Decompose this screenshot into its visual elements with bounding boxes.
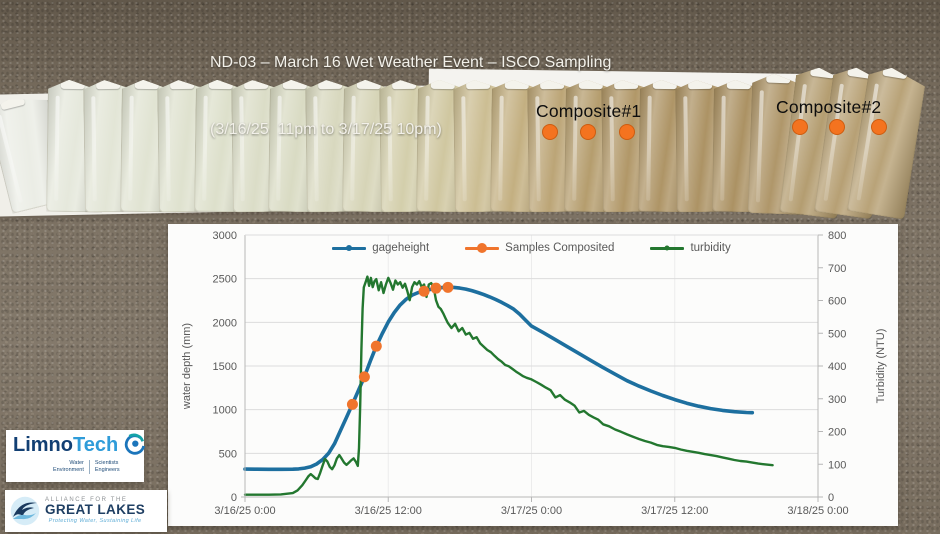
limnotech-tag-water: Water: [69, 460, 84, 466]
y-left-axis-title: water depth (mm): [181, 323, 193, 410]
sample-point: [442, 281, 454, 293]
page-title: ND-03 – March 16 Wet Weather Event – ISC…: [210, 7, 611, 186]
legend-item-turbidity: turbidity: [650, 242, 731, 254]
y-left-tick-label: 2000: [213, 317, 237, 329]
sample-point: [358, 371, 370, 383]
alliance-great-lakes-logo: ALLIANCE FOR THE GREAT LAKES Protecting …: [5, 490, 167, 532]
bottle-cap-icon: [135, 77, 159, 89]
bottle-highlight: [54, 96, 59, 202]
limnotech-swoosh-icon: [121, 433, 146, 457]
limnotech-tag-scientists: Scientists: [94, 460, 119, 466]
bottle-highlight: [646, 96, 651, 202]
bottle-highlight: [91, 96, 96, 202]
composited-sample-dot: [829, 119, 845, 135]
legend-item-gageheight: gageheight: [332, 242, 429, 254]
legend-swatch-icon: [332, 245, 367, 251]
chart-legend: gageheight Samples Composited turbidity: [245, 242, 818, 254]
y-right-tick-label: 700: [828, 263, 846, 275]
limnotech-tagline: Water Environment Scientists Engineers: [53, 460, 144, 475]
bottle-highlight: [165, 96, 170, 202]
y-right-axis-title: Turbidity (NTU): [875, 329, 887, 404]
limnotech-name-light: Tech: [73, 433, 119, 456]
limnotech-name-dark: Limno: [13, 433, 73, 456]
y-left-tick-label: 500: [219, 448, 237, 460]
bottle-highlight: [683, 96, 688, 202]
y-right-tick-label: 400: [828, 361, 846, 373]
alliance-wave-icon: [10, 496, 40, 526]
x-tick-label: 3/18/25 0:00: [787, 505, 848, 517]
chart-panel: 0 500 1000 1500 2000 2500 3000 0 100 200 300 400 500…: [168, 224, 898, 526]
y-right-tick-label: 500: [828, 328, 846, 340]
limnotech-tag-divider: [88, 460, 90, 475]
x-tick-label: 3/17/25 0:00: [501, 505, 562, 517]
alliance-tagline: Protecting Water, Sustaining Life: [48, 518, 142, 525]
title-line-2: (3/16/25 11pm to 3/17/25 10pm): [210, 120, 442, 138]
limnotech-wordmark: Limno Tech: [13, 433, 146, 457]
legend-item-samples-composited: Samples Composited: [465, 242, 614, 254]
sample-point: [418, 285, 430, 297]
bottle-highlight: [756, 90, 764, 202]
y-right-tick-label: 100: [828, 459, 846, 471]
limnotech-tag-engineers: Engineers: [94, 467, 120, 474]
y-right-tick-label: 600: [828, 296, 846, 308]
chart-svg: 0 500 1000 1500 2000 2500 3000 0 100 200 300 400 500…: [181, 230, 887, 517]
limnotech-tag-environment: Environment: [53, 467, 84, 474]
composited-sample-dot: [619, 124, 635, 140]
alliance-text: ALLIANCE FOR THE GREAT LAKES Protecting …: [45, 497, 145, 525]
alliance-line1: ALLIANCE FOR THE: [45, 496, 128, 503]
legend-label: gageheight: [372, 242, 430, 254]
y-right-tick-label: 300: [828, 394, 846, 406]
series-turbidity: [243, 275, 774, 496]
bottle-cap-icon: [882, 64, 908, 80]
bottle-cap-icon: [170, 77, 194, 89]
y-right-tick-label: 200: [828, 427, 846, 439]
y-left-tick-label: 2500: [213, 274, 237, 286]
y-left-tick-label: 1500: [213, 361, 237, 373]
y-left-tick-label: 1000: [213, 405, 237, 417]
x-tick-label: 3/16/25 12:00: [355, 505, 422, 517]
bottle-cap-icon: [61, 77, 85, 89]
y-left-tick-label: 0: [231, 492, 237, 504]
sample-point: [370, 340, 382, 352]
y-left-tick-label: 3000: [213, 230, 237, 242]
x-tick-label: 3/16/25 0:00: [214, 505, 275, 517]
bottle-highlight: [128, 96, 133, 202]
bottle-highlight: [202, 96, 207, 202]
alliance-line2: GREAT LAKES: [45, 502, 146, 518]
bottle-highlight: [720, 96, 725, 202]
composited-sample-dot: [542, 124, 558, 140]
composited-sample-dot: [792, 119, 808, 135]
composite1-label: Composite#1: [536, 101, 642, 121]
composited-sample-dot: [580, 124, 596, 140]
x-tick-label: 3/17/25 12:00: [641, 505, 708, 517]
y-right-tick-label: 800: [828, 230, 846, 242]
composite2-label: Composite#2: [776, 97, 882, 117]
title-line-1: ND-03 – March 16 Wet Weather Event – ISC…: [210, 53, 612, 71]
legend-label: Samples Composited: [505, 242, 615, 254]
y-right-tick-label: 0: [828, 492, 834, 504]
series-gageheight: [243, 285, 755, 472]
sample-point: [346, 398, 358, 410]
legend-swatch-icon: [650, 245, 685, 251]
legend-swatch-icon: [465, 243, 500, 253]
bottle-cap-icon: [96, 77, 120, 89]
sample-point: [430, 282, 442, 294]
bottle-cap-icon: [810, 64, 835, 79]
legend-label: turbidity: [690, 242, 731, 254]
composited-sample-dot: [871, 119, 887, 135]
limnotech-logo: Limno Tech Water Environment Scientists E…: [6, 430, 146, 482]
